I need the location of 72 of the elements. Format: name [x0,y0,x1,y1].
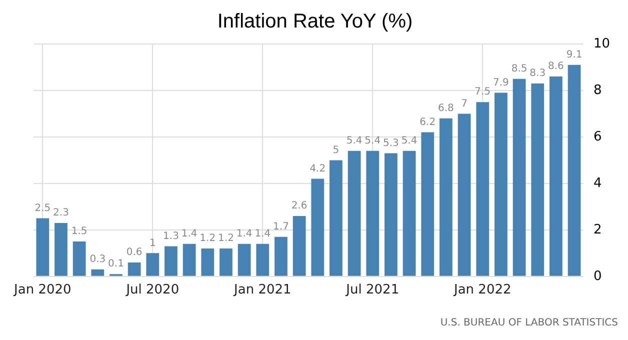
data-label: 6.8 [438,102,454,114]
bar [531,84,544,276]
x-tick-label: Jul 2020 [125,282,180,298]
bar [54,222,68,276]
bar [568,64,581,276]
bar [256,244,270,276]
data-label: 1.4 [236,228,252,240]
x-tick-label: Jul 2021 [345,282,400,298]
data-label: 1.4 [254,228,271,240]
data-label: 4.2 [310,163,326,174]
y-tick-label: 0 [593,268,602,284]
x-tick-label: Jan 2020 [13,282,72,298]
bar [274,236,288,276]
data-label: 2.6 [291,200,308,212]
data-label: 1.3 [163,230,179,242]
bar [146,253,160,276]
bar [348,150,361,276]
data-label: 1.4 [181,228,198,240]
data-label: 5.4 [346,136,362,146]
bar [402,150,416,276]
bar [494,92,508,276]
y-tick-label: 4 [593,176,602,191]
data-label: 5.4 [364,136,381,146]
bar [72,242,86,276]
data-label: 0.1 [108,258,124,270]
text: U.S. BUREAU OF LABOR STATISTICS [440,318,618,329]
bar [292,216,306,276]
data-label: 1.2 [200,233,216,244]
bar [182,244,196,276]
chart-title: Inflation Rate YoY (%) [217,10,413,33]
data-label: 6.2 [420,116,436,128]
bar [311,178,324,276]
x-tick-label: Jan 2021 [233,282,292,298]
data-label: 9.1 [566,50,582,61]
bar [128,262,141,276]
data-label: 5 [332,144,340,156]
x-tick-label: Jan 2022 [453,282,512,298]
bar [201,248,214,276]
data-label: 7.9 [493,77,509,88]
bar [476,102,490,276]
data-label: 1 [149,238,156,249]
bar [91,269,104,276]
y-tick-label: 8 [593,82,602,98]
bar [330,160,342,276]
bar [238,244,251,276]
data-label: 2.3 [53,208,69,219]
data-label: 2.5 [34,202,51,214]
bar [550,76,562,276]
data-label: 8.3 [530,68,546,80]
bar [384,153,398,276]
data-label: 5.4 [401,136,418,146]
y-tick-label: 10 [593,36,610,52]
data-label: 5.3 [383,138,399,149]
data-label: 1.2 [218,233,234,244]
bar [164,246,178,276]
bar [458,114,471,276]
bar [421,132,434,276]
data-label: 8.5 [511,63,528,74]
y-tick-label: 6 [593,129,602,144]
data-label: 0.3 [90,254,106,266]
bar [220,248,232,276]
data-label: 8.6 [548,61,564,72]
data-label: 1.7 [273,221,289,232]
data-label: 1.5 [71,226,88,238]
data-label: 0.6 [126,247,142,258]
bar [366,150,380,276]
y-tick-label: 2 [593,222,602,238]
data-label: 7 [461,98,468,110]
data-label: 7.5 [474,86,491,98]
bar [36,218,50,276]
bar [440,118,452,276]
bar [512,78,526,276]
